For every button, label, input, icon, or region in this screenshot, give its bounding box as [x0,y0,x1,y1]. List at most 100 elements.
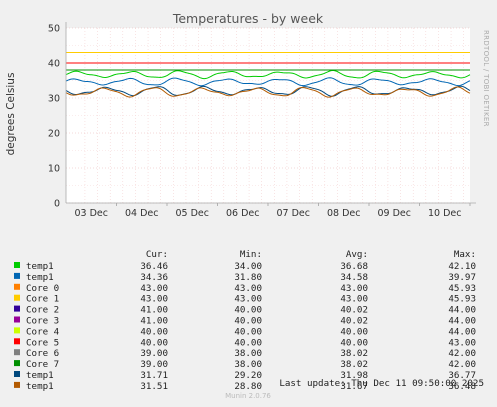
x-tick-label: 05 Dec [176,208,210,219]
legend-value-min: 43.00 [234,283,262,294]
legend-value-avg: 43.00 [340,283,368,294]
x-tick-label: 03 Dec [75,208,109,219]
munin-version-footer: Munin 2.0.76 [225,392,271,400]
legend-value-avg: 31.67 [340,381,368,392]
legend-series-name: Core 5 [26,337,59,348]
legend-value-cur: 31.71 [140,370,168,381]
y-axis-label: degrees Celsius [5,73,17,156]
legend-value-cur: 41.00 [140,316,168,327]
legend-swatch [14,316,20,323]
legend-series-name: temp1 [26,261,54,272]
legend-series-name: Core 0 [26,283,59,294]
x-tick-label: 04 Dec [125,208,159,219]
series-line [65,70,471,80]
legend-value-avg: 38.02 [340,359,368,370]
legend-value-min: 29.20 [234,370,262,381]
legend-value-min: 40.00 [234,316,262,327]
legend-series-name: Core 7 [26,359,59,370]
legend-value-cur: 34.36 [140,272,168,283]
legend-value-max: 36.77 [448,370,476,381]
series-line [65,86,471,98]
series-line [65,77,471,87]
legend-series-name: temp1 [26,381,54,392]
legend-value-min: 34.00 [234,261,262,272]
legend-series-name: Core 1 [26,294,59,305]
legend-value-min: 40.00 [234,326,262,337]
legend-series-name: temp1 [26,272,54,283]
legend-value-min: 40.00 [234,337,262,348]
legend-value-avg: 43.00 [340,294,368,305]
x-tick-label: 10 Dec [428,208,462,219]
legend-value-cur: 43.00 [140,294,168,305]
legend-header-max: Max: [454,249,476,260]
legend-value-cur: 40.00 [140,337,168,348]
y-tick-label: 10 [48,164,60,175]
legend-swatch [14,294,20,301]
legend-value-cur: 36.46 [140,261,168,272]
chart-title: Temperatures - by week [172,11,324,26]
legend-swatch [14,381,20,388]
legend-value-avg: 40.02 [340,305,368,316]
legend-swatch [14,272,20,279]
legend-value-max: 42.00 [448,348,476,359]
legend-value-cur: 41.00 [140,305,168,316]
legend-value-min: 40.00 [234,305,262,316]
y-tick-label: 0 [54,199,60,210]
legend-value-avg: 38.02 [340,348,368,359]
legend-value-max: 44.00 [448,326,476,337]
last-update-text: Last update: Thu Dec 11 09:50:00 2025 [279,378,484,389]
legend-swatch [14,371,20,377]
x-tick-label: 08 Dec [327,208,361,219]
y-tick-label: 30 [48,94,60,105]
legend-swatch [14,262,20,268]
legend-value-cur: 43.00 [140,283,168,294]
legend-value-min: 38.00 [234,348,262,359]
legend-value-max: 45.93 [448,283,476,294]
legend-series-name: Core 6 [26,348,59,359]
x-tick-label: 07 Dec [277,208,311,219]
legend-series-name: Core 4 [26,326,60,337]
legend-series-name: Core 2 [26,305,59,316]
legend-swatch [14,283,20,290]
axes: 0 10 20 30 40 50 03 Dec 04 Dec 05 Dec 06 Dec 07 De… [48,22,476,219]
legend: Cur: Min: Avg: Max: temp1 36.46 34.00 36.68 42.1… [14,249,476,392]
legend-swatch [14,360,20,367]
legend-swatch [14,327,20,334]
y-tick-label: 20 [48,129,60,140]
y-tick-label: 40 [48,59,60,70]
legend-value-max: 44.00 [448,316,476,327]
legend-value-avg: 34.58 [340,272,368,283]
legend-value-max: 45.93 [448,294,476,305]
legend-value-max: 42.10 [448,261,476,272]
x-tick-label: 09 Dec [378,208,412,219]
rrdtool-side-label: RRDTOOL / TOBI OETIKER [482,30,490,127]
legend-swatch [14,305,20,312]
legend-value-cur: 39.00 [140,359,168,370]
legend-value-min: 43.00 [234,294,262,305]
legend-value-avg: 40.00 [340,326,368,337]
legend-value-avg: 31.98 [340,370,368,381]
legend-header-min: Min: [240,249,262,260]
y-tick-label: 50 [48,24,60,35]
legend-value-max: 44.00 [448,305,476,316]
legend-value-avg: 40.02 [340,316,368,327]
legend-header-cur: Cur: [146,249,168,260]
legend-value-min: 28.80 [234,381,262,392]
legend-value-avg: 36.68 [340,261,368,272]
legend-value-max: 43.00 [448,337,476,348]
legend-value-cur: 31.51 [140,381,168,392]
series-lines [65,52,471,98]
legend-series-name: Core 3 [26,316,59,327]
x-tick-label: 06 Dec [226,208,260,219]
legend-value-max: 39.97 [448,272,476,283]
legend-series-name: temp1 [26,370,54,381]
legend-value-cur: 39.00 [140,348,168,359]
legend-value-min: 31.80 [234,272,262,283]
legend-value-cur: 40.00 [140,326,168,337]
legend-header-avg: Avg: [346,249,368,260]
legend-value-avg: 40.00 [340,337,368,348]
legend-value-max: 36.48 [448,381,476,392]
legend-swatch [14,338,20,345]
legend-value-min: 38.00 [234,359,262,370]
